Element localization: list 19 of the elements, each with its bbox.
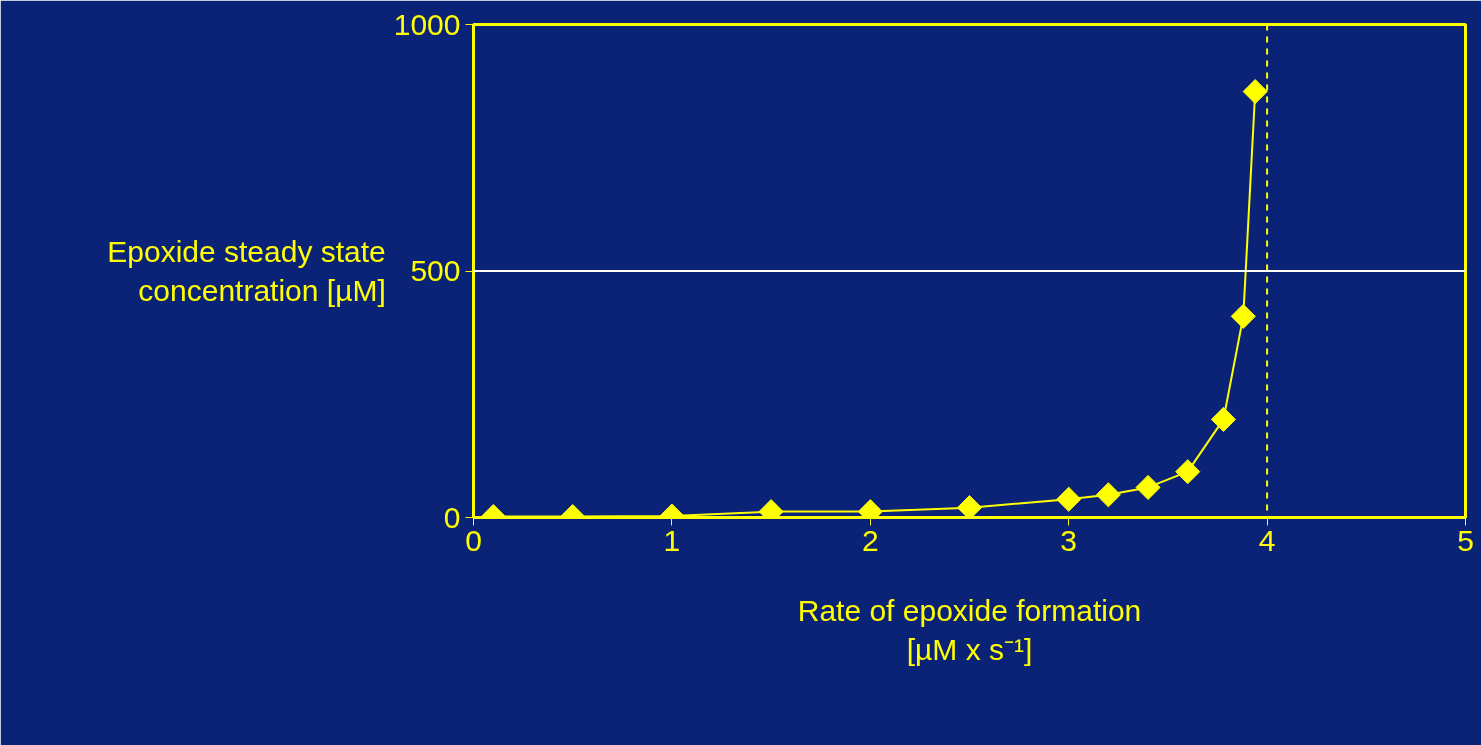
y-tick-label: 500 [410, 254, 461, 287]
point [1175, 459, 1201, 485]
point [1210, 406, 1236, 432]
y-axis-title: Epoxide steady state concentration [µM] [107, 234, 386, 308]
x-tick-label: 2 [861, 523, 879, 557]
y-tick-label: 0 [443, 500, 461, 534]
point [1095, 482, 1121, 508]
x-tick-label: 4 [1258, 523, 1276, 557]
x-tick-label: 1 [663, 523, 681, 557]
point [1056, 486, 1082, 512]
point [956, 495, 983, 518]
point [1230, 303, 1256, 329]
point [1242, 79, 1268, 105]
x-axis-title: Rate of epoxide formation [µM x s⁻¹] [797, 593, 1142, 667]
x-tick-label: 0 [465, 523, 482, 557]
point [1135, 474, 1161, 500]
x-tick-label: 3 [1060, 523, 1078, 557]
x-tick-label: 5 [1457, 523, 1474, 557]
y-tick-label: 1000 [393, 7, 461, 41]
